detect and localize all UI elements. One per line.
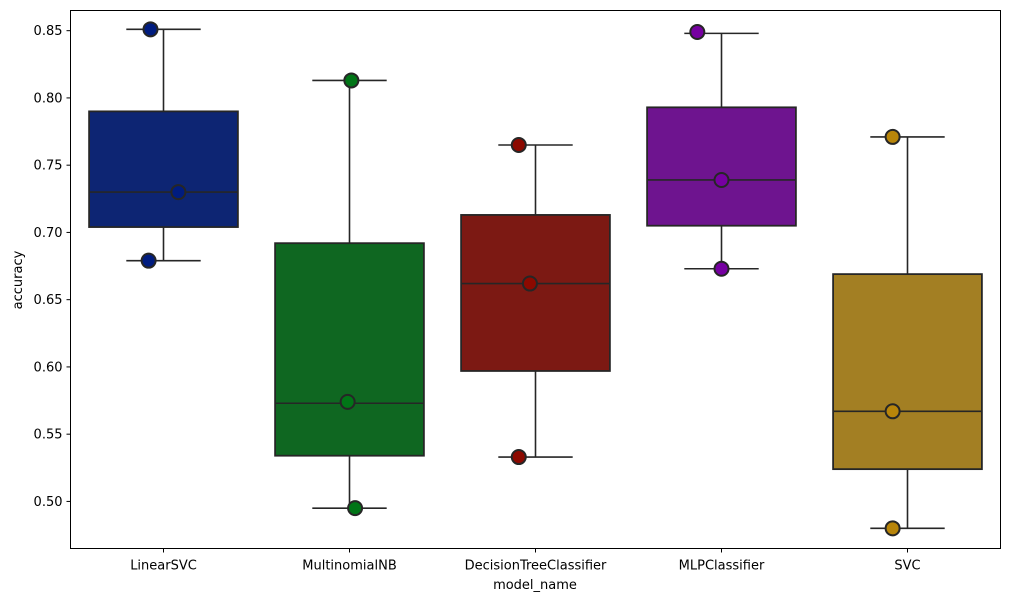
data-point bbox=[713, 260, 730, 277]
y-tick-label: 0.75 bbox=[34, 159, 63, 174]
data-point bbox=[884, 403, 901, 420]
y-tick-label: 0.65 bbox=[34, 293, 63, 308]
box-MLPClassifier bbox=[646, 106, 797, 227]
y-tick-label: 0.50 bbox=[34, 495, 63, 510]
points-layer bbox=[140, 21, 901, 537]
x-tick-label: MLPClassifier bbox=[679, 559, 765, 574]
box-SVC bbox=[832, 273, 983, 471]
data-point bbox=[884, 128, 901, 145]
data-point bbox=[142, 21, 159, 38]
data-point bbox=[510, 137, 527, 153]
box-MultinomialNB bbox=[274, 242, 425, 457]
box-DecisionTreeClassifier bbox=[460, 214, 611, 372]
y-tick-label: 0.80 bbox=[34, 91, 63, 106]
boxes-layer bbox=[88, 28, 983, 530]
y-tick-label: 0.85 bbox=[34, 24, 63, 39]
data-point bbox=[343, 72, 360, 89]
y-axis: 0.50 0.55 0.60 0.65 0.70 0.75 0.80 0.85 bbox=[34, 24, 71, 510]
data-point bbox=[521, 275, 538, 292]
y-tick-label: 0.70 bbox=[34, 226, 63, 241]
data-point bbox=[170, 184, 187, 201]
y-tick-label: 0.55 bbox=[34, 428, 63, 443]
data-point bbox=[884, 520, 901, 537]
data-point bbox=[140, 252, 157, 269]
x-axis: LinearSVC MultinomialNB DecisionTreeClassi… bbox=[130, 548, 921, 574]
box-LinearSVC bbox=[88, 110, 239, 228]
x-tick-label: SVC bbox=[894, 559, 920, 574]
x-tick-label: MultinomialNB bbox=[302, 559, 396, 574]
data-point bbox=[339, 393, 356, 410]
data-point bbox=[347, 500, 364, 517]
y-axis-label: accuracy bbox=[11, 250, 26, 309]
x-tick-label: DecisionTreeClassifier bbox=[465, 559, 607, 574]
x-axis-label: model_name bbox=[493, 578, 577, 593]
data-point bbox=[510, 449, 527, 466]
data-point bbox=[713, 171, 730, 188]
y-tick-label: 0.60 bbox=[34, 360, 63, 375]
data-point bbox=[689, 24, 706, 41]
x-tick-label: LinearSVC bbox=[130, 559, 197, 574]
